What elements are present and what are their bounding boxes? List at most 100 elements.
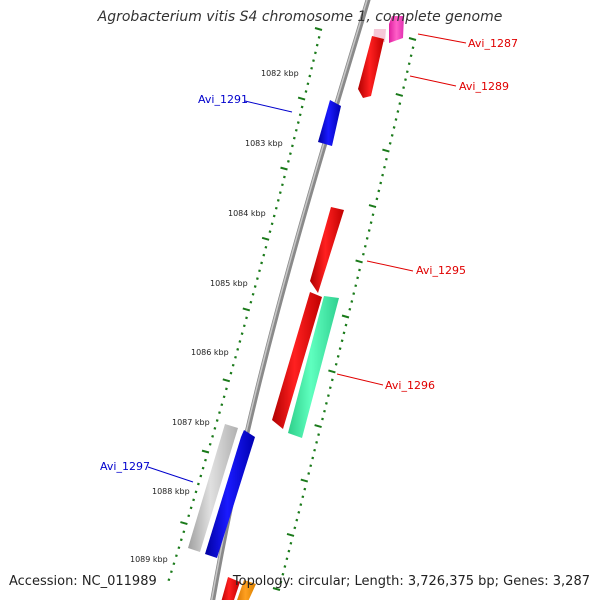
- gene-bottom-red[interactable]: [220, 577, 240, 600]
- gene-bottom-orange[interactable]: [235, 580, 256, 600]
- minor-tick: [262, 253, 266, 257]
- label-avi-1296[interactable]: Avi_1296: [385, 379, 435, 392]
- minor-tick: [201, 466, 205, 470]
- minor-tick: [303, 487, 307, 491]
- gene-avi-1297-grey[interactable]: [188, 424, 238, 552]
- scale-label-1083: 1083 kbp: [245, 139, 283, 148]
- minor-tick: [362, 252, 365, 256]
- minor-tick: [317, 36, 321, 39]
- minor-tick: [295, 518, 299, 522]
- minor-tick: [194, 490, 198, 494]
- minor-tick: [294, 128, 298, 132]
- minor-tick: [287, 549, 291, 553]
- minor-tick: [312, 59, 315, 62]
- label-avi-1291[interactable]: Avi_1291: [198, 93, 248, 106]
- minor-tick: [251, 292, 255, 296]
- gene-avi-1295[interactable]: [310, 207, 344, 293]
- minor-tick: [344, 323, 348, 327]
- gene-avi-1296[interactable]: [288, 296, 339, 438]
- chromosome-backbone: [210, 0, 371, 600]
- minor-tick: [256, 277, 259, 280]
- label-avi-1287[interactable]: Avi_1287: [468, 37, 518, 50]
- minor-tick: [377, 189, 381, 193]
- minor-tick: [398, 102, 402, 105]
- label-avi-1295[interactable]: Avi_1295: [416, 264, 466, 277]
- major-tick: [368, 204, 377, 209]
- minor-tick: [407, 62, 411, 66]
- minor-tick: [289, 541, 293, 545]
- minor-tick: [309, 464, 313, 468]
- minor-tick: [245, 316, 248, 320]
- minor-tick: [301, 495, 305, 499]
- minor-tick: [317, 433, 320, 436]
- minor-tick: [276, 199, 280, 202]
- major-tick: [355, 259, 363, 264]
- gene-avi-1296-red[interactable]: [272, 292, 322, 429]
- minor-tick: [258, 269, 261, 273]
- major-tick: [300, 478, 309, 483]
- major-tick: [201, 449, 210, 454]
- major-tick: [314, 424, 322, 429]
- major-tick: [180, 521, 188, 526]
- major-tick: [280, 166, 288, 171]
- major-tick: [242, 307, 251, 312]
- chromosome-backbone-highlight: [210, 0, 368, 600]
- minor-tick: [363, 244, 367, 248]
- gene-avi-1289[interactable]: [358, 36, 384, 98]
- minor-tick: [405, 70, 409, 74]
- scale-label-1084: 1084 kbp: [228, 209, 266, 218]
- minor-tick: [177, 546, 181, 550]
- minor-tick: [327, 394, 330, 397]
- minor-tick: [225, 387, 228, 391]
- minor-tick: [323, 409, 326, 413]
- minor-tick: [350, 300, 354, 303]
- minor-tick: [215, 419, 219, 422]
- minor-tick: [321, 417, 324, 421]
- minor-tick: [383, 165, 386, 169]
- minor-tick: [385, 157, 388, 161]
- major-tick: [341, 314, 350, 319]
- accession-text: Accession: NC_011989: [9, 574, 157, 589]
- label-avi-1289[interactable]: Avi_1289: [459, 80, 509, 93]
- minor-tick: [379, 181, 383, 185]
- minor-tick: [297, 510, 301, 514]
- topology-text: Topology: circular; Length: 3,726,375 bp…: [232, 574, 590, 589]
- minor-tick: [315, 441, 318, 444]
- minor-tick: [234, 355, 237, 359]
- minor-tick: [306, 82, 310, 86]
- minor-tick: [179, 538, 183, 542]
- minor-tick: [253, 285, 257, 288]
- minor-tick: [365, 237, 369, 240]
- minor-tick: [199, 474, 203, 478]
- minor-tick: [313, 448, 316, 452]
- scale-label-1085: 1085 kbp: [210, 279, 248, 288]
- gene-avi-1291[interactable]: [318, 100, 341, 146]
- minor-tick: [182, 530, 186, 534]
- minor-tick: [381, 173, 384, 177]
- minor-tick: [229, 371, 233, 375]
- leader-avi-1295: [366, 260, 414, 272]
- minor-tick: [390, 134, 394, 137]
- minor-tick: [288, 152, 292, 156]
- minor-tick: [283, 565, 287, 568]
- minor-tick: [211, 434, 215, 438]
- minor-tick: [404, 78, 407, 81]
- scale-label-1088: 1088 kbp: [152, 487, 190, 496]
- major-tick: [286, 532, 295, 537]
- minor-tick: [272, 214, 276, 218]
- minor-tick: [402, 86, 405, 89]
- major-tick: [222, 378, 231, 383]
- leader-avi-1291: [244, 100, 293, 113]
- label-avi-1297[interactable]: Avi_1297: [100, 460, 150, 473]
- major-tick: [408, 37, 417, 41]
- minor-tick: [197, 482, 200, 486]
- minor-tick: [220, 403, 224, 407]
- minor-tick: [338, 347, 342, 350]
- gene-avi-1287[interactable]: [389, 16, 404, 43]
- minor-tick: [242, 324, 246, 328]
- scale-label-1086: 1086 kbp: [191, 348, 229, 357]
- minor-tick: [340, 339, 344, 343]
- minor-tick: [394, 118, 398, 121]
- gene-avi-1297[interactable]: [205, 430, 255, 558]
